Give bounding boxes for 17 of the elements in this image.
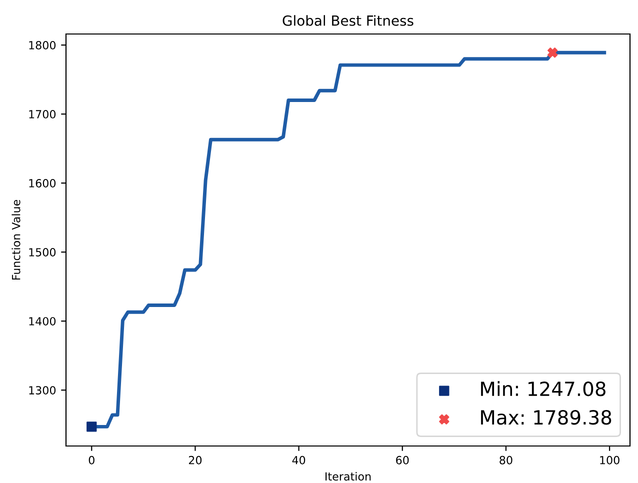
x-tick-label: 60 (396, 456, 409, 464)
x-axis-title: Iteration (326, 472, 371, 481)
y-tick-label: 1500 (29, 248, 56, 256)
x-tick-label: 20 (188, 456, 202, 464)
x-tick-label: 100 (600, 456, 620, 464)
y-tick-label: 1800 (29, 41, 56, 50)
y-tick-label: 1300 (29, 386, 56, 394)
y-tick-label: 1400 (29, 317, 56, 326)
legend-label: Min: 1247.08 (481, 381, 606, 396)
y-tick-label: 1700 (29, 110, 56, 118)
x-tick-label: 0 (88, 456, 94, 464)
y-axis-title: Function Value (12, 200, 20, 280)
chart-title: Global Best Fitness (282, 15, 414, 26)
legend-label: Max: 1789.38 (481, 410, 612, 425)
x-tick-label: 40 (292, 456, 306, 464)
y-tick-label: 1600 (29, 179, 56, 188)
x-tick-label: 80 (500, 456, 512, 464)
